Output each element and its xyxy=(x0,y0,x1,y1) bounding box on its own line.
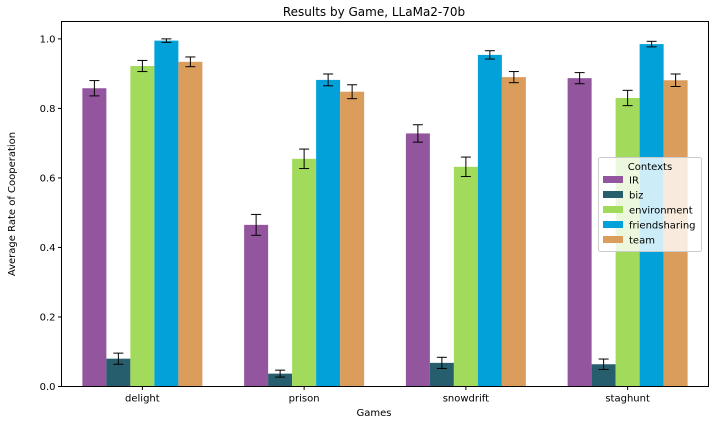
error-bar-staghunt-biz xyxy=(598,358,609,370)
chart-title: Results by Game, LLaMa2-70b xyxy=(283,5,465,19)
error-bar-snowdrift-biz xyxy=(436,356,447,369)
bar-prison-team xyxy=(340,91,365,387)
y-tick-label: 0.0 xyxy=(40,382,56,393)
legend-swatch xyxy=(603,221,623,228)
legend-item-environment: environment xyxy=(603,206,693,217)
bar-prison-IR xyxy=(244,224,269,387)
legend-label: team xyxy=(629,236,655,247)
error-bar-staghunt-team xyxy=(670,73,681,88)
error-bars-group xyxy=(89,38,681,378)
legend-label: biz xyxy=(629,191,643,202)
bar-staghunt-IR xyxy=(567,78,592,387)
legend-item-biz: biz xyxy=(603,191,643,202)
legend-title: Contexts xyxy=(628,162,672,173)
y-tick-label: 0.8 xyxy=(40,104,56,115)
bar-prison-biz xyxy=(268,373,293,387)
y-tick-label: 1.0 xyxy=(40,34,56,45)
y-tick-label: 0.4 xyxy=(40,243,56,254)
error-bar-snowdrift-environment xyxy=(460,156,471,178)
bar-staghunt-biz xyxy=(591,364,616,387)
error-bar-prison-team xyxy=(347,84,358,100)
error-bar-prison-IR xyxy=(251,213,262,236)
plot-frame xyxy=(61,21,709,387)
bar-prison-friendsharing xyxy=(316,79,341,387)
x-tick-label-staghunt: staghunt xyxy=(605,394,650,405)
bar-delight-IR xyxy=(82,88,107,387)
error-bar-delight-environment xyxy=(137,59,148,73)
legend-swatch xyxy=(603,191,623,198)
bar-snowdrift-environment xyxy=(453,166,478,387)
error-bar-delight-friendsharing xyxy=(161,38,172,43)
bars-group xyxy=(82,40,688,387)
error-bar-snowdrift-IR xyxy=(412,124,423,143)
x-tick-label-snowdrift: snowdrift xyxy=(443,394,489,405)
error-bar-prison-friendsharing xyxy=(323,73,334,87)
legend-swatch xyxy=(603,206,623,213)
y-ticks: 0.0 0.2 0.4 0.6 0.8 1.0 xyxy=(40,34,62,393)
bar-delight-friendsharing xyxy=(154,40,179,387)
legend-swatch xyxy=(603,236,623,243)
error-bar-prison-environment xyxy=(299,148,310,170)
error-bar-delight-IR xyxy=(89,80,100,97)
error-bar-staghunt-friendsharing xyxy=(646,40,657,48)
error-bar-snowdrift-friendsharing xyxy=(484,50,495,60)
x-tick-label-prison: prison xyxy=(289,394,320,405)
bar-snowdrift-friendsharing xyxy=(477,54,502,387)
legend-items: IR biz environment friendsharing team xyxy=(603,176,696,247)
legend-label: friendsharing xyxy=(629,221,696,232)
bar-prison-environment xyxy=(292,158,317,387)
error-bar-delight-biz xyxy=(113,352,124,365)
bar-delight-environment xyxy=(130,65,155,387)
x-tick-label-delight: delight xyxy=(125,394,160,405)
legend-frame xyxy=(598,157,702,252)
legend: Contexts IR biz environment friendsharing te… xyxy=(598,157,702,252)
bar-delight-team xyxy=(178,61,203,387)
y-tick-label: 0.6 xyxy=(40,173,56,184)
error-bar-staghunt-IR xyxy=(574,72,585,85)
error-bar-prison-biz xyxy=(275,369,286,378)
bar-snowdrift-team xyxy=(501,77,526,387)
bar-snowdrift-biz xyxy=(429,362,454,387)
error-bar-staghunt-environment xyxy=(622,89,633,107)
error-bar-delight-team xyxy=(185,56,196,68)
y-axis-label: Average Rate of Cooperation xyxy=(7,132,18,276)
x-ticks: delight prison snowdrift staghunt xyxy=(125,386,650,405)
error-bar-snowdrift-team xyxy=(508,71,519,84)
legend-label: environment xyxy=(629,206,693,217)
axes xyxy=(61,21,709,387)
legend-item-friendsharing: friendsharing xyxy=(603,221,696,232)
legend-item-team: team xyxy=(603,236,655,247)
legend-label: IR xyxy=(629,176,639,187)
legend-item-IR: IR xyxy=(603,176,639,187)
legend-swatch xyxy=(603,176,623,183)
bar-snowdrift-IR xyxy=(405,133,430,387)
x-axis-label: Games xyxy=(357,408,392,419)
y-tick-label: 0.2 xyxy=(40,312,56,323)
